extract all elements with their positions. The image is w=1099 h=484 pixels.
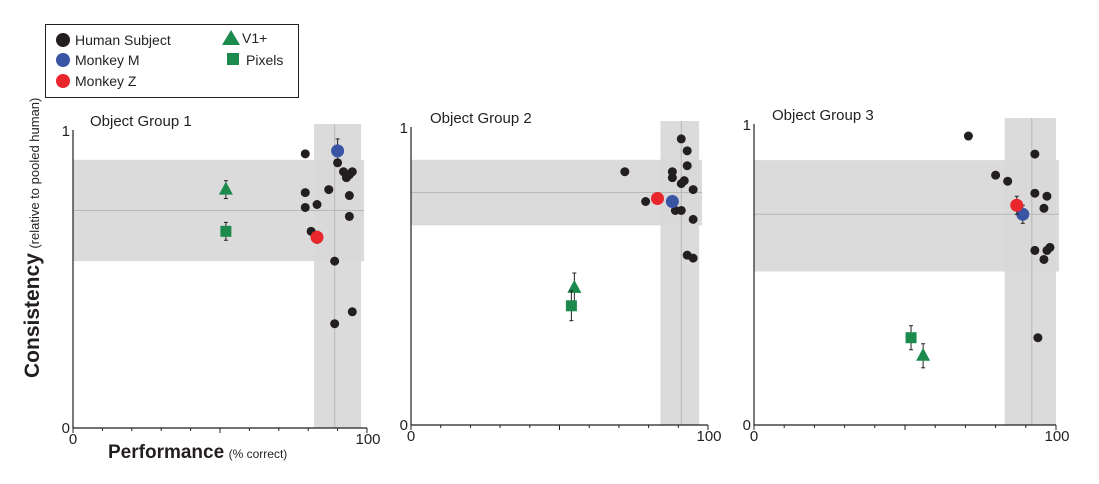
- monkey-z-point: [1010, 198, 1024, 212]
- x-tick-label: 0: [407, 428, 415, 445]
- pixels-point: [905, 332, 917, 344]
- human-subject-point: [1030, 245, 1040, 255]
- human-subject-point: [682, 146, 692, 156]
- circle-icon: [56, 74, 70, 88]
- human-subject-point: [1003, 176, 1013, 186]
- human-subject-point: [312, 200, 322, 209]
- legend-label: Pixels: [246, 52, 284, 68]
- human-subject-point: [1039, 254, 1049, 264]
- x-tick-label: 100: [1044, 428, 1069, 445]
- y-tick-label: 1: [743, 117, 751, 134]
- human-subject-point: [324, 185, 334, 195]
- human-subject-point: [963, 131, 973, 141]
- human-subject-point: [1030, 149, 1040, 159]
- x-tick-label: 0: [69, 431, 77, 448]
- pixels-point: [220, 225, 232, 237]
- human-subject-point: [300, 149, 310, 159]
- y-tick-label: 0: [400, 417, 408, 434]
- human-subject-point: [682, 161, 692, 171]
- human-subject-point: [688, 253, 698, 263]
- triangle-icon: [222, 30, 240, 45]
- x-axis-label-main: Performance: [108, 442, 225, 463]
- y-axis-label-sub: (relative to pooled human): [27, 97, 42, 249]
- panel-title: Object Group 1: [90, 113, 192, 130]
- monkey-z-point: [651, 192, 665, 206]
- y-tick-label: 1: [400, 120, 408, 137]
- x-axis-label: Performance (% correct): [108, 442, 287, 464]
- circle-icon: [56, 53, 70, 67]
- legend-label: Monkey Z: [75, 73, 137, 89]
- monkey-m-point: [665, 195, 679, 208]
- human-subject-point: [1045, 242, 1055, 252]
- legend-label: Human Subject: [75, 32, 171, 48]
- human-subject-point: [347, 167, 357, 177]
- square-icon: [227, 53, 239, 65]
- x-tick-label: 100: [355, 431, 380, 448]
- x-tick-label: 0: [750, 428, 758, 445]
- human-subject-point: [641, 197, 651, 206]
- y-tick-label: 1: [62, 123, 70, 140]
- human-subject-point: [330, 319, 340, 329]
- human-performance-band: [1004, 118, 1056, 425]
- v1-point: [916, 347, 931, 361]
- x-axis-label-sub: (% correct): [228, 447, 288, 461]
- human-subject-point: [667, 173, 677, 183]
- human-subject-point: [347, 307, 357, 317]
- panel-title: Object Group 2: [430, 110, 532, 127]
- legend-label: V1+: [242, 30, 268, 46]
- circle-icon: [56, 33, 70, 47]
- panel-title: Object Group 3: [772, 107, 874, 124]
- human-subject-point: [330, 256, 340, 266]
- human-subject-point: [679, 176, 689, 186]
- human-subject-point: [300, 188, 310, 198]
- human-subject-point: [1042, 191, 1052, 201]
- legend-label: Monkey M: [75, 52, 140, 68]
- human-subject-point: [676, 205, 686, 215]
- human-subject-point: [300, 202, 310, 212]
- v1-point: [567, 279, 582, 293]
- human-subject-point: [991, 170, 1001, 180]
- human-subject-point: [676, 134, 686, 144]
- monkey-z-point: [310, 230, 324, 244]
- human-subject-point: [1039, 203, 1049, 213]
- human-subject-point: [1033, 333, 1043, 343]
- y-tick-label: 0: [62, 420, 70, 437]
- y-axis-label-main: Consistency: [21, 253, 44, 378]
- human-subject-point: [620, 167, 630, 177]
- v1-point: [218, 181, 233, 195]
- x-tick-label: 100: [696, 428, 721, 445]
- human-subject-point: [344, 211, 354, 221]
- y-axis-label: Consistency (relative to pooled human): [21, 98, 45, 378]
- human-performance-band: [660, 121, 700, 425]
- human-subject-point: [688, 214, 698, 224]
- human-subject-point: [1030, 188, 1040, 198]
- monkey-m-point: [331, 144, 345, 158]
- y-tick-label: 0: [743, 417, 751, 434]
- pixels-point: [565, 300, 577, 312]
- legend: Human Subject V1+ Monkey M Pixels Monkey…: [45, 24, 299, 98]
- human-subject-point: [688, 185, 698, 195]
- human-subject-point: [344, 191, 354, 201]
